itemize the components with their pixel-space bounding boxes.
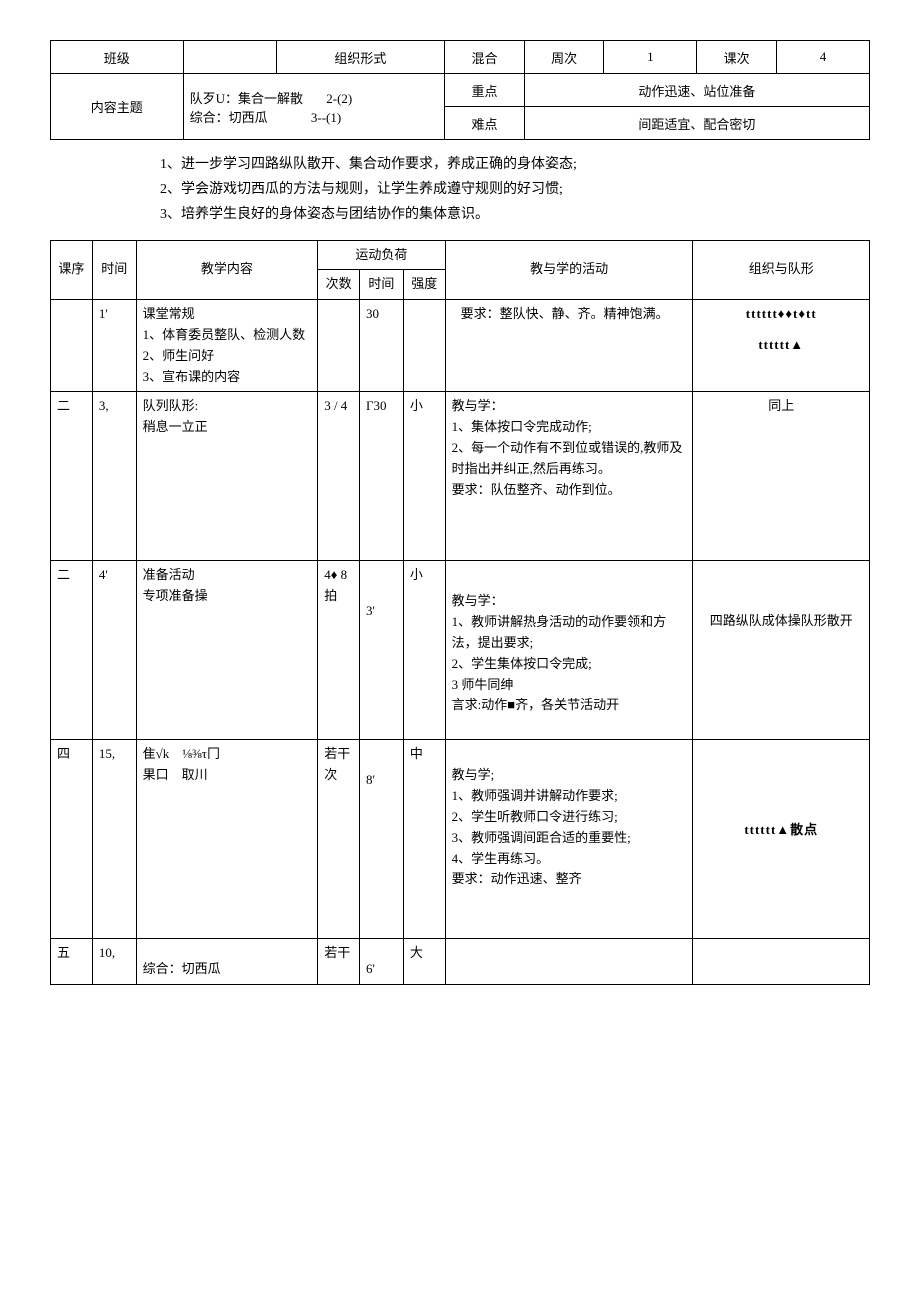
seq-cell: 四 xyxy=(51,740,93,939)
seq-cell xyxy=(51,300,93,392)
table-row: 四 15, 隹√k ⅛⅜τ冂 果口 取川 若干次 8' 中 教与学; 1、教师强… xyxy=(51,740,870,939)
content-theme-label: 内容主题 xyxy=(51,74,184,140)
intensity-cell: 小 xyxy=(403,392,445,561)
key-value: 动作迅速、站位准备 xyxy=(524,74,869,107)
lesson-label: 课次 xyxy=(697,41,777,74)
content-theme-code2: 3--(1) xyxy=(311,110,341,125)
col-formation-header: 组织与队形 xyxy=(693,240,870,300)
activity-cell xyxy=(445,939,693,985)
intensity-cell: 小 xyxy=(403,561,445,740)
objective-3: 3、培养学生良好的身体姿态与团结协作的集体意识。 xyxy=(160,202,810,227)
content-cell: 隹√k ⅛⅜τ冂 果口 取川 xyxy=(136,740,318,939)
activity-cell: 教与学; 1、教师强调并讲解动作要求; 2、学生听教师口令进行练习; 3、教师强… xyxy=(445,740,693,939)
formation-symbols: tttttt▲ xyxy=(699,335,863,356)
col-activity-header: 教与学的活动 xyxy=(445,240,693,300)
duration-cell: 3' xyxy=(360,561,404,740)
intensity-cell xyxy=(403,300,445,392)
seq-cell: 二 xyxy=(51,392,93,561)
header-table: 班级 组织形式 混合 周次 1 课次 4 内容主题 队歹U：集合一解散 2-(2… xyxy=(50,40,870,140)
class-value xyxy=(183,41,276,74)
week-value: 1 xyxy=(604,41,697,74)
org-form-label: 组织形式 xyxy=(276,41,445,74)
intensity-cell: 中 xyxy=(403,740,445,939)
duration-cell: Γ30 xyxy=(360,392,404,561)
count-cell: 3 / 4 xyxy=(318,392,360,561)
time-cell: 1' xyxy=(92,300,136,392)
col-content-header: 教学内容 xyxy=(136,240,318,300)
time-cell: 10, xyxy=(92,939,136,985)
formation-cell: 同上 xyxy=(693,392,870,561)
col-count-header: 次数 xyxy=(318,270,360,300)
content-theme-line2: 综合：切西瓜 xyxy=(190,110,268,125)
seq-cell: 二 xyxy=(51,561,93,740)
content-cell: 队列队形: 稍息一立正 xyxy=(136,392,318,561)
count-cell: 4♦ 8 拍 xyxy=(318,561,360,740)
duration-cell: 30 xyxy=(360,300,404,392)
time-cell: 4' xyxy=(92,561,136,740)
time-cell: 15, xyxy=(92,740,136,939)
activity-cell: 教与学： 1、教师讲解热身活动的动作要领和方法，提出要求; 2、学生集体按口令完… xyxy=(445,561,693,740)
org-form-value: 混合 xyxy=(445,41,525,74)
objective-2: 2、学会游戏切西瓜的方法与规则，让学生养成遵守规则的好习惯; xyxy=(160,177,810,202)
formation-cell: 四路纵队成体操队形散开 xyxy=(693,561,870,740)
formation-symbols: tttttt▲散点 xyxy=(744,822,818,837)
formation-cell: tttttt▲散点 xyxy=(693,740,870,939)
col-seq-header: 课序 xyxy=(51,240,93,300)
count-cell: 若干 xyxy=(318,939,360,985)
content-cell: 课堂常规 1、体育委员整队、检测人数 2、师生问好 3、宣布课的内容 xyxy=(136,300,318,392)
objectives-block: 1、进一步学习四路纵队散开、集合动作要求，养成正确的身体姿态; 2、学会游戏切西… xyxy=(50,140,870,240)
table-row: 1' 课堂常规 1、体育委员整队、检测人数 2、师生问好 3、宣布课的内容 30… xyxy=(51,300,870,392)
objective-1: 1、进一步学习四路纵队散开、集合动作要求，养成正确的身体姿态; xyxy=(160,152,810,177)
content-theme-value: 队歹U：集合一解散 2-(2) 综合：切西瓜 3--(1) xyxy=(183,74,445,140)
content-cell: 准备活动 专项准备操 xyxy=(136,561,318,740)
table-row: 五 10, 综合：切西瓜 若干 6' 大 xyxy=(51,939,870,985)
content-theme-code1: 2-(2) xyxy=(326,91,352,106)
content-cell: 综合：切西瓜 xyxy=(136,939,318,985)
lesson-value: 4 xyxy=(777,41,870,74)
table-row: 二 3, 队列队形: 稍息一立正 3 / 4 Γ30 小 教与学： 1、集体按口… xyxy=(51,392,870,561)
difficulty-label: 难点 xyxy=(445,107,525,140)
week-label: 周次 xyxy=(524,41,604,74)
col-load-header: 运动负荷 xyxy=(318,240,445,270)
difficulty-value: 间距适宜、配合密切 xyxy=(524,107,869,140)
intensity-cell: 大 xyxy=(403,939,445,985)
key-label: 重点 xyxy=(445,74,525,107)
time-cell: 3, xyxy=(92,392,136,561)
formation-cell: tttttt♦♦t♦tt tttttt▲ xyxy=(693,300,870,392)
duration-cell: 6' xyxy=(360,939,404,985)
count-cell xyxy=(318,300,360,392)
count-cell: 若干次 xyxy=(318,740,360,939)
activity-cell: 要求：整队快、静、齐。精神饱满。 xyxy=(445,300,693,392)
col-time-header: 时间 xyxy=(92,240,136,300)
duration-cell: 8' xyxy=(360,740,404,939)
col-intensity-header: 强度 xyxy=(403,270,445,300)
seq-cell: 五 xyxy=(51,939,93,985)
table-row: 二 4' 准备活动 专项准备操 4♦ 8 拍 3' 小 教与学： 1、教师讲解热… xyxy=(51,561,870,740)
class-label: 班级 xyxy=(51,41,184,74)
main-table: 课序 时间 教学内容 运动负荷 教与学的活动 组织与队形 次数 时间 强度 1'… xyxy=(50,240,870,986)
formation-symbols: tttttt♦♦t♦tt xyxy=(699,304,863,325)
col-duration-header: 时间 xyxy=(360,270,404,300)
formation-cell xyxy=(693,939,870,985)
activity-cell: 教与学： 1、集体按口令完成动作; 2、每一个动作有不到位或错误的,教师及时指出… xyxy=(445,392,693,561)
content-theme-line1: 队歹U：集合一解散 xyxy=(190,91,303,106)
